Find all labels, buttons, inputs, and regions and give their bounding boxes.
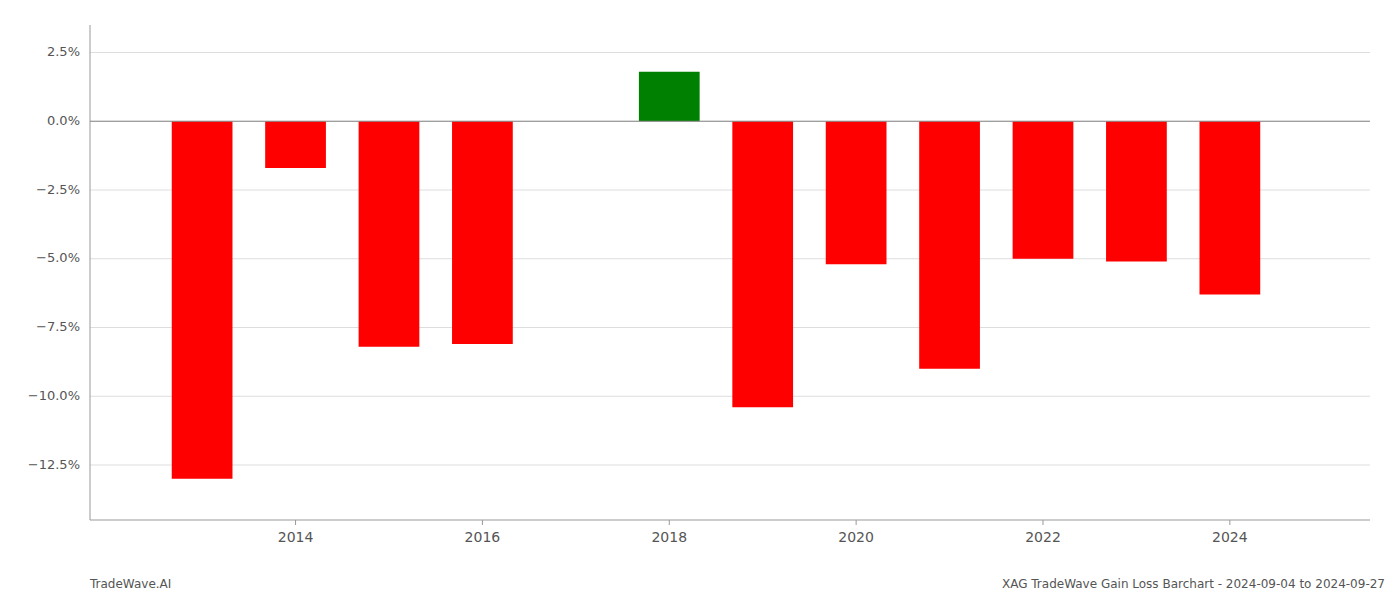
y-grid xyxy=(90,53,1370,466)
y-tick-label: 0.0% xyxy=(47,113,80,128)
x-axis-line xyxy=(90,520,1370,521)
bar xyxy=(919,121,980,369)
x-tick-label: 2016 xyxy=(465,529,501,545)
x-tick-label: 2018 xyxy=(651,529,687,545)
grid-line xyxy=(90,52,1370,53)
bar xyxy=(1199,121,1260,294)
x-tick xyxy=(856,520,857,525)
x-tick xyxy=(1042,520,1043,525)
bar xyxy=(452,121,513,344)
zero-line xyxy=(90,121,1370,122)
x-tick xyxy=(482,520,483,525)
y-tick-label: −5.0% xyxy=(36,250,80,265)
y-tick-label: −7.5% xyxy=(36,319,80,334)
x-tick xyxy=(669,520,670,525)
footer-right: XAG TradeWave Gain Loss Barchart - 2024-… xyxy=(1002,577,1385,591)
grid-line xyxy=(90,396,1370,397)
bar xyxy=(1013,121,1074,259)
footer-left: TradeWave.AI xyxy=(89,577,171,591)
bar xyxy=(265,121,326,168)
x-tick-label: 2024 xyxy=(1212,529,1248,545)
bar xyxy=(639,72,700,122)
y-tick-label: −12.5% xyxy=(28,457,80,472)
bar xyxy=(359,121,420,347)
x-ticks: 2014 2016 2018 2020 2022 2024 xyxy=(278,520,1248,545)
y-tick-label: −10.0% xyxy=(28,388,80,403)
chart: −12.5%−10.0%−7.5%−5.0%−2.5%0.0%2.5%20142… xyxy=(0,0,1400,600)
x-tick xyxy=(1229,520,1230,525)
x-tick-label: 2020 xyxy=(838,529,874,545)
y-tick-label: −2.5% xyxy=(36,182,80,197)
y-tick-labels: −12.5% −10.0% −7.5% −5.0% −2.5% 0.0% 2.5% xyxy=(28,44,80,472)
bars xyxy=(172,72,1260,479)
x-tick xyxy=(295,520,296,525)
x-tick-label: 2014 xyxy=(278,529,314,545)
grid-line xyxy=(90,121,1370,122)
grid-line xyxy=(90,190,1370,191)
bar xyxy=(826,121,887,264)
bar xyxy=(732,121,793,407)
bar xyxy=(1106,121,1167,261)
grid-line xyxy=(90,258,1370,259)
y-axis-line xyxy=(90,25,91,520)
x-tick-label: 2022 xyxy=(1025,529,1061,545)
bar xyxy=(172,121,233,479)
grid-line xyxy=(90,327,1370,328)
grid-line xyxy=(90,465,1370,466)
y-tick-label: 2.5% xyxy=(47,44,80,59)
